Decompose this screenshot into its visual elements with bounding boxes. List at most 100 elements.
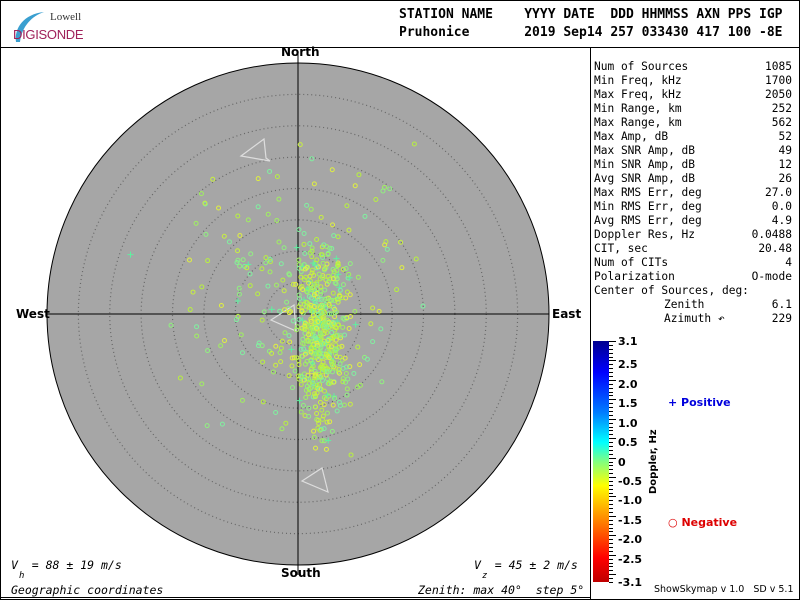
source-point-negative: [316, 378, 322, 384]
stat-row: Max Amp, dB 52: [594, 130, 792, 144]
source-point-negative: [306, 376, 312, 382]
source-point-negative: [247, 271, 253, 277]
source-point-negative: [290, 281, 296, 287]
source-point-negative: [321, 323, 327, 329]
source-point-negative: [340, 376, 346, 382]
stat-label: Avg SNR Amp, dB: [594, 172, 696, 185]
source-point-positive: [268, 306, 275, 313]
source-point-negative: [322, 309, 328, 315]
source-point-negative: [337, 354, 343, 360]
source-point-negative: [340, 324, 346, 330]
source-point-negative: [273, 282, 279, 288]
source-point-negative: [306, 413, 312, 419]
source-point-negative: [261, 309, 267, 315]
source-point-negative: [277, 308, 283, 314]
colorbar-tick: [609, 360, 616, 362]
source-point-negative: [314, 236, 320, 242]
source-point-negative: [247, 283, 253, 289]
source-point-negative: [306, 332, 312, 338]
source-point-negative: [331, 233, 337, 239]
south-label: South: [281, 566, 321, 580]
source-point-negative: [302, 326, 308, 332]
source-point-negative: [274, 217, 280, 223]
source-point-negative: [321, 341, 327, 347]
source-point-negative: [320, 254, 326, 260]
colorbar-tick: [609, 364, 613, 366]
source-point-negative: [345, 376, 351, 382]
colorbar-tick: [609, 341, 616, 342]
source-point-negative: [317, 291, 323, 297]
source-point-negative: [309, 339, 315, 345]
colorbar-tick: [609, 566, 613, 568]
source-point-negative: [300, 402, 306, 408]
source-point-negative: [347, 261, 353, 267]
source-point-positive: [288, 346, 295, 353]
legend-negative-label: Negative: [681, 516, 738, 529]
source-point-negative: [305, 372, 311, 378]
source-point-negative: [205, 258, 211, 264]
colorbar-tick: [609, 352, 613, 354]
source-point-negative: [307, 250, 313, 256]
source-point-negative: [322, 266, 328, 272]
source-point-negative: [271, 369, 277, 375]
source-point-negative: [309, 308, 315, 314]
source-point-negative: [318, 284, 324, 290]
stat-label: Max Range, km: [594, 116, 682, 129]
source-point-negative: [311, 434, 317, 440]
source-point-negative: [278, 345, 284, 351]
source-point-negative: [193, 220, 199, 226]
stat-value: 0.0488: [751, 228, 792, 241]
source-point-negative: [259, 266, 265, 272]
source-point-negative: [370, 305, 376, 311]
source-point-negative: [309, 286, 315, 292]
source-point-negative: [311, 290, 317, 296]
source-point-negative: [278, 261, 284, 267]
stat-row: Num of Sources 1085: [594, 60, 792, 74]
stat-value: 252: [771, 102, 792, 115]
stat-row: Avg RMS Err, deg 4.9: [594, 214, 792, 228]
source-point-negative: [319, 309, 325, 315]
colorbar-tick: [609, 527, 613, 529]
source-point-negative: [347, 364, 353, 370]
colorbar-tick: [609, 512, 613, 514]
source-point-negative: [298, 346, 304, 352]
stat-row: Max Freq, kHz 2050: [594, 88, 792, 102]
source-point-negative: [314, 281, 320, 287]
source-point-negative: [304, 383, 310, 389]
source-point-negative: [302, 251, 308, 257]
source-point-negative: [280, 277, 286, 283]
source-point-negative: [342, 379, 348, 385]
source-point-negative: [324, 410, 330, 416]
source-point-negative: [308, 206, 314, 212]
colorbar-tick: [609, 414, 613, 416]
colorbar-tick: [609, 383, 613, 385]
colorbar-tick: [609, 375, 613, 377]
source-point-negative: [286, 373, 292, 379]
source-point-negative: [239, 397, 245, 403]
source-point-negative: [333, 348, 339, 354]
colorbar-tick: [609, 445, 613, 447]
source-point-negative: [329, 362, 335, 368]
source-point-negative: [199, 381, 205, 387]
colorbar-label: -0.5: [618, 474, 643, 488]
source-point-negative: [235, 248, 241, 254]
source-point-negative: [317, 399, 323, 405]
source-point-negative: [332, 327, 338, 333]
source-point-negative: [320, 315, 326, 321]
source-point-negative: [334, 408, 340, 414]
source-point-negative: [296, 292, 302, 298]
source-point-negative: [274, 174, 280, 180]
colorbar-tick: [609, 515, 616, 517]
sector-marker: [239, 137, 271, 162]
stat-value: 229: [771, 312, 792, 325]
colorbar-tick: [609, 434, 613, 436]
source-point-negative: [312, 334, 318, 340]
source-point-negative: [306, 280, 312, 286]
source-point-negative: [347, 401, 353, 407]
source-point-negative: [398, 239, 404, 245]
colorbar-tick: [609, 379, 616, 381]
source-point-negative: [236, 285, 242, 291]
source-point-negative: [335, 299, 341, 305]
source-point-negative: [301, 341, 307, 347]
stat-label: Zenith: [664, 298, 705, 311]
